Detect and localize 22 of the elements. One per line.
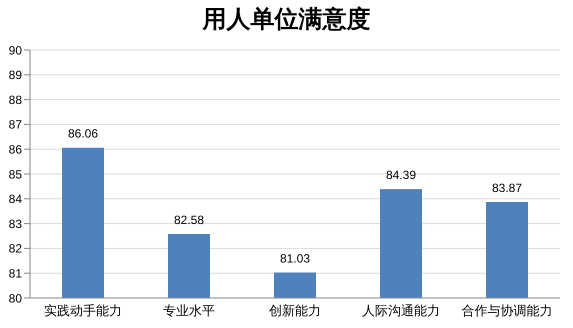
y-tick-label: 88 xyxy=(8,92,22,107)
x-tick-label: 实践动手能力 xyxy=(44,303,122,318)
x-tick-label: 专业水平 xyxy=(163,303,215,318)
x-tick-label: 人际沟通能力 xyxy=(362,303,440,318)
x-tick-label: 创新能力 xyxy=(269,303,321,318)
data-label: 84.39 xyxy=(386,168,416,182)
data-label: 81.03 xyxy=(280,251,310,266)
data-label: 82.58 xyxy=(174,213,204,228)
y-tick-label: 86 xyxy=(8,142,22,156)
y-tick-label: 90 xyxy=(8,43,22,58)
y-tick-label: 87 xyxy=(8,118,22,132)
chart-title: 用人单位满意度 xyxy=(201,5,372,35)
data-label: 86.06 xyxy=(68,126,98,141)
y-tick-label: 84 xyxy=(8,192,22,206)
y-tick-label: 80 xyxy=(8,291,22,306)
y-tick-label: 82 xyxy=(8,242,22,256)
data-label: 83.87 xyxy=(492,181,522,196)
y-tick-label: 83 xyxy=(8,216,22,231)
y-tick-label: 89 xyxy=(8,68,22,82)
x-tick-label: 合作与协调能力 xyxy=(462,303,552,318)
y-tick-label: 81 xyxy=(8,266,22,280)
y-tick-label: 85 xyxy=(8,167,22,182)
